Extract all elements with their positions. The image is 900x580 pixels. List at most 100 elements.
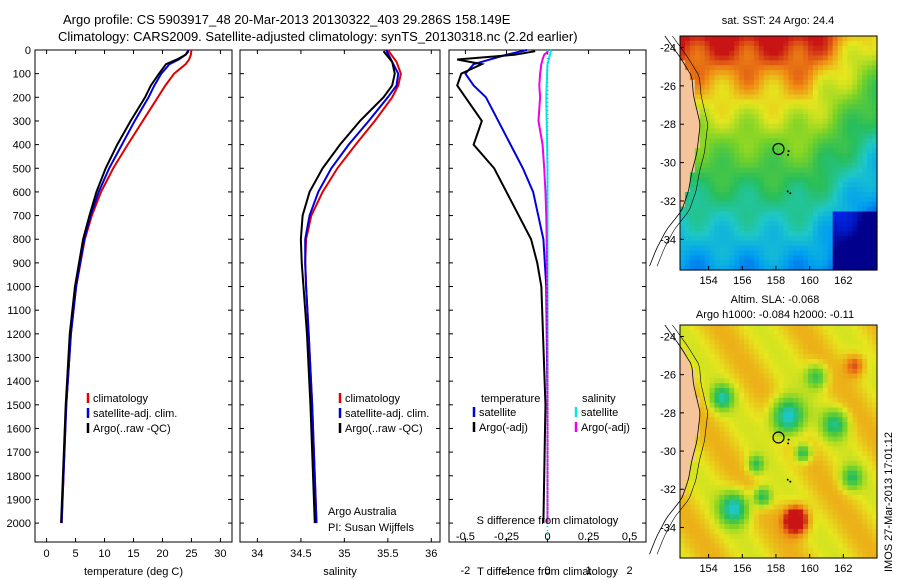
sst-map-cell (684, 60, 691, 66)
sla-map-cell (783, 344, 789, 350)
sst-map-cell (827, 187, 834, 193)
sst-map-cell (793, 138, 799, 144)
sst-map-cell (822, 196, 829, 203)
sla-map-cell (748, 436, 755, 443)
sla-map-cell (832, 451, 839, 457)
sst-map-cell (729, 196, 735, 203)
sst-map-cell (847, 45, 853, 52)
sst-map-cell (827, 211, 834, 217)
sst-map-cell (729, 118, 735, 125)
sst-map-cell (763, 84, 770, 91)
sla-map-cell (798, 509, 804, 515)
sla-map-cell (812, 334, 819, 341)
sla-map-cell (758, 388, 765, 394)
sla-map-cell (827, 451, 834, 457)
sla-map-cell (768, 533, 775, 540)
sst-map-cell (699, 167, 706, 174)
sla-map-cell (862, 363, 868, 370)
sst-map-cell (719, 114, 725, 120)
sst-map-cell (822, 265, 829, 271)
sla-map-cell (748, 412, 755, 418)
sla-map-cell (822, 344, 829, 350)
sla-map-cell (714, 354, 720, 360)
sst-map-cell (788, 265, 794, 271)
sla-map-cell (724, 329, 730, 336)
sla-map-cell (803, 499, 809, 506)
sla-map-cell (694, 451, 701, 457)
sst-map-cell (724, 265, 730, 271)
sla-map-cell (699, 475, 706, 481)
sst-map-cell (872, 201, 878, 208)
sst-map-cell (758, 201, 765, 208)
sla-map-cell (724, 441, 730, 447)
sla-map-cell (714, 514, 720, 520)
sla-map-cell (827, 417, 834, 423)
sst-map-cell (803, 172, 809, 178)
sst-map-cell (768, 128, 775, 135)
sst-map-cell (768, 221, 775, 227)
sla-map-cell (729, 363, 735, 370)
sla-map-cell (817, 485, 824, 491)
sla-map-cell (753, 329, 760, 336)
sst-map-cell (763, 138, 770, 144)
sst-map-cell (724, 104, 730, 110)
sst-map-cell (680, 255, 686, 261)
sst-map-cell (680, 148, 686, 154)
sst-map-cell (862, 255, 868, 261)
sst-map-cell (773, 75, 780, 81)
sst-map-cell (832, 118, 839, 125)
sst-map-cell (729, 55, 735, 61)
sla-map-cell (822, 543, 829, 549)
sst-map-cell (699, 177, 706, 183)
sla-map-cell (704, 475, 711, 481)
sla-map-cell (729, 519, 735, 525)
sst-map-cell (793, 240, 799, 247)
sla-map-cell (763, 504, 770, 511)
sla-map-cell (808, 470, 814, 477)
sst-map-cell (753, 201, 760, 208)
sla-map-cell (739, 528, 745, 535)
sst-map-cell (783, 65, 789, 71)
sla-map-cell (694, 543, 701, 549)
sla-map-cell (817, 509, 824, 515)
sla-map-cell (714, 499, 720, 506)
sst-map-cell (852, 148, 858, 154)
sla-map-cell (773, 325, 780, 331)
sst-map-cell (724, 99, 730, 105)
sst-map-cell (788, 89, 794, 96)
sst-map-cell (827, 167, 834, 174)
sst-map-cell (862, 40, 868, 47)
sst-map-cell (852, 167, 858, 174)
sla-map-cell (837, 553, 844, 559)
sla-map-cell (783, 441, 789, 447)
sst-map-cell (684, 196, 691, 203)
sst-map-cell (739, 133, 745, 139)
sla-map-cell (788, 325, 794, 331)
sst-map-cell (758, 206, 765, 213)
sst-map-cell (867, 221, 873, 227)
sla-map-cell (709, 388, 716, 394)
sst-map-cell (788, 84, 794, 91)
sst-map-cell (680, 99, 686, 105)
sst-map-cell (832, 240, 839, 247)
sla-map-cell (832, 344, 839, 350)
sla-map-cell (729, 329, 735, 336)
sla-map-cell (739, 354, 745, 360)
sla-map-cell (857, 373, 863, 379)
sla-map-float-dot (787, 442, 790, 445)
sst-map-cell (862, 265, 868, 271)
sla-map-cell (684, 436, 691, 443)
sla-map-cell (788, 485, 794, 491)
sst-map-cell (729, 153, 735, 159)
sla-map-cell (872, 543, 878, 549)
sla-map-cell (837, 480, 844, 486)
sla-map-cell (812, 426, 819, 433)
sst-map-cell (704, 216, 711, 222)
sst-map-cell (724, 133, 730, 139)
sst-map-cell (847, 216, 853, 222)
sla-map-cell (719, 383, 725, 389)
sst-map-cell (724, 123, 730, 130)
sla-map-cell (783, 422, 789, 428)
sla-map-cell (763, 358, 770, 365)
sst-map-cell (724, 177, 730, 183)
